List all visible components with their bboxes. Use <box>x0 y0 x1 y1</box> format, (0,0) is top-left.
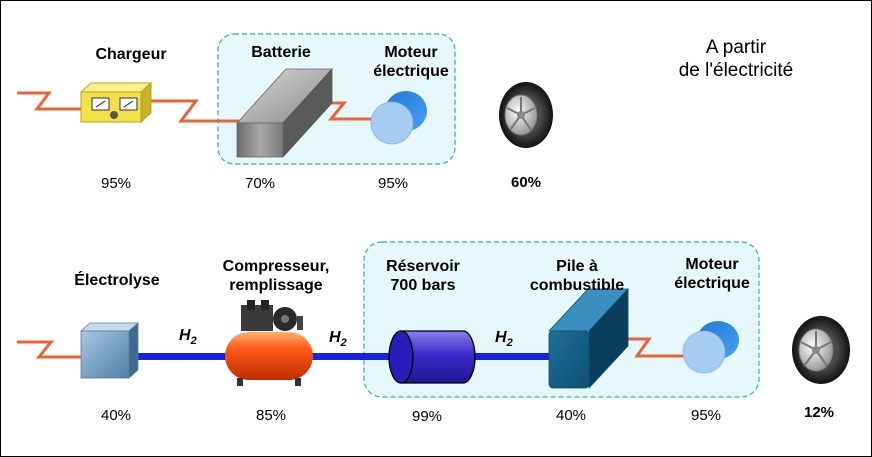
electrolyser-label: Électrolyse <box>74 272 160 289</box>
compressor-label: Compresseur, remplissage <box>222 258 330 294</box>
battery-label: Batterie <box>251 44 311 61</box>
electrolyser-icon <box>79 322 140 379</box>
hydrogen-label-3: H2 <box>495 329 513 350</box>
motor-icon-top <box>370 91 427 145</box>
title-line-2: de l'électricité <box>678 60 794 81</box>
tank-efficiency: 99% <box>411 408 443 425</box>
pipe-electrolyser-compressor <box>138 353 228 360</box>
motor-label-bottom: Moteur électrique <box>674 256 750 292</box>
electrolyser-efficiency: 40% <box>100 407 132 424</box>
compressor-icon <box>225 300 313 386</box>
hydrogen-label-2: H2 <box>329 329 347 350</box>
diagram-title: A partir de l'électricité <box>651 36 821 82</box>
total-efficiency-bottom: 12% <box>803 404 835 421</box>
tire-icon-top <box>499 82 553 148</box>
charger-icon <box>79 81 153 124</box>
battery-efficiency: 70% <box>244 175 276 192</box>
battery-icon <box>236 67 333 159</box>
pipe-compressor-tank <box>311 353 391 360</box>
motor-label-top: Moteur électrique <box>373 44 449 80</box>
tank-icon <box>388 330 476 384</box>
hydrogen-label-1: H2 <box>179 327 197 348</box>
wire-input-bottom <box>17 340 83 359</box>
fuel-cell-icon <box>548 287 629 390</box>
wire-input-top <box>17 91 83 111</box>
tank-label: Réservoir 700 bars <box>386 258 460 294</box>
tire-icon-bottom <box>792 316 850 384</box>
fuel-cell-label: Pile à combustible <box>529 258 625 294</box>
total-efficiency-top: 60% <box>510 174 542 191</box>
charger-efficiency: 95% <box>100 175 132 192</box>
motor-efficiency-bottom: 95% <box>690 407 722 424</box>
pipe-tank-fuelcell <box>473 353 553 360</box>
wire-charger-battery <box>147 99 239 123</box>
motor-icon-bottom <box>682 321 739 374</box>
fuel-cell-efficiency: 40% <box>555 407 587 424</box>
charger-label: Chargeur <box>95 46 167 63</box>
compressor-efficiency: 85% <box>255 407 287 424</box>
motor-efficiency-top: 95% <box>377 175 409 192</box>
title-line-1: A partir <box>705 37 767 58</box>
